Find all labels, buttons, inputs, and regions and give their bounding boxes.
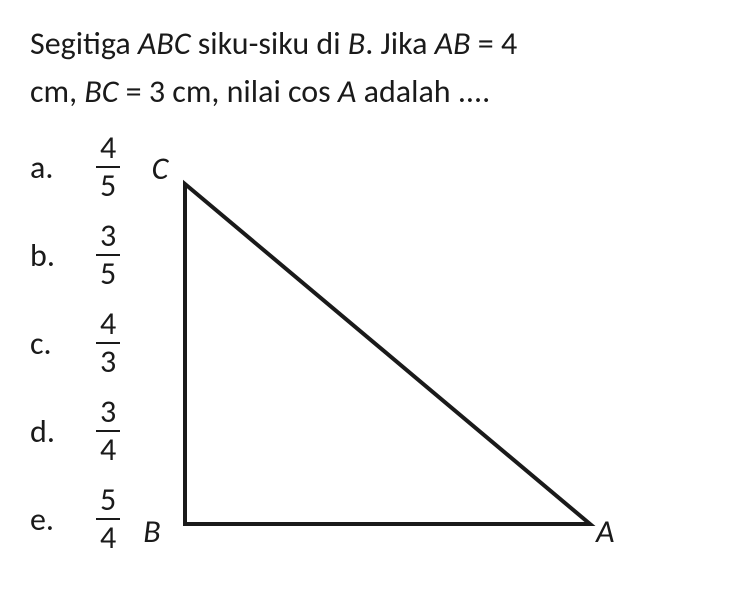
q-b: B xyxy=(348,24,365,63)
option-fraction: 4 3 xyxy=(96,308,120,378)
option-fraction: 3 4 xyxy=(96,396,120,466)
options-column: a. 4 5 b. 3 5 c. 4 3 d. 3 4 xyxy=(30,124,120,554)
q-line1-p2: siku-siku di xyxy=(191,24,348,63)
vertex-b-label: B xyxy=(144,512,161,551)
option-letter: c. xyxy=(30,324,68,363)
q-line1-p4: = 4 xyxy=(471,24,518,63)
option-den: 5 xyxy=(96,254,120,290)
question-text: Segitiga ABC siku-siku di B. Jika AB = 4… xyxy=(30,20,716,116)
triangle-shape xyxy=(185,184,590,524)
option-e: e. 5 4 xyxy=(30,484,120,554)
q-bc: BC xyxy=(84,72,118,111)
option-letter: b. xyxy=(30,236,68,275)
vertex-a-label: A xyxy=(595,512,615,551)
vertex-c-label: C xyxy=(152,149,170,188)
option-num: 3 xyxy=(96,396,120,430)
option-c: c. 4 3 xyxy=(30,308,120,378)
option-den: 4 xyxy=(96,518,120,554)
option-num: 4 xyxy=(96,132,120,166)
option-fraction: 3 5 xyxy=(96,220,120,290)
q-ab: AB xyxy=(435,24,471,63)
option-letter: d. xyxy=(30,412,68,451)
option-fraction: 5 4 xyxy=(96,484,120,554)
option-num: 4 xyxy=(96,308,120,342)
diagram-column: C B A xyxy=(120,124,620,569)
q-line1-p3: . Jika xyxy=(365,24,434,63)
option-a: a. 4 5 xyxy=(30,132,120,202)
q-line2-p1: cm, xyxy=(30,72,84,111)
q-abc: ABC xyxy=(138,24,191,63)
option-letter: a. xyxy=(30,148,68,187)
option-d: d. 3 4 xyxy=(30,396,120,466)
content-area: a. 4 5 b. 3 5 c. 4 3 d. 3 4 xyxy=(30,124,716,569)
option-num: 5 xyxy=(96,484,120,518)
q-line1-p1: Segitiga xyxy=(30,24,138,63)
option-b: b. 3 5 xyxy=(30,220,120,290)
option-letter: e. xyxy=(30,500,68,539)
option-num: 3 xyxy=(96,220,120,254)
q-line2-p3: adalah .... xyxy=(356,72,490,111)
option-den: 5 xyxy=(96,166,120,202)
q-line2-p2: = 3 cm, nilai cos xyxy=(118,72,337,111)
option-fraction: 4 5 xyxy=(96,132,120,202)
q-a: A xyxy=(338,72,357,111)
triangle-diagram: C B A xyxy=(140,144,620,564)
option-den: 3 xyxy=(96,342,120,378)
option-den: 4 xyxy=(96,430,120,466)
